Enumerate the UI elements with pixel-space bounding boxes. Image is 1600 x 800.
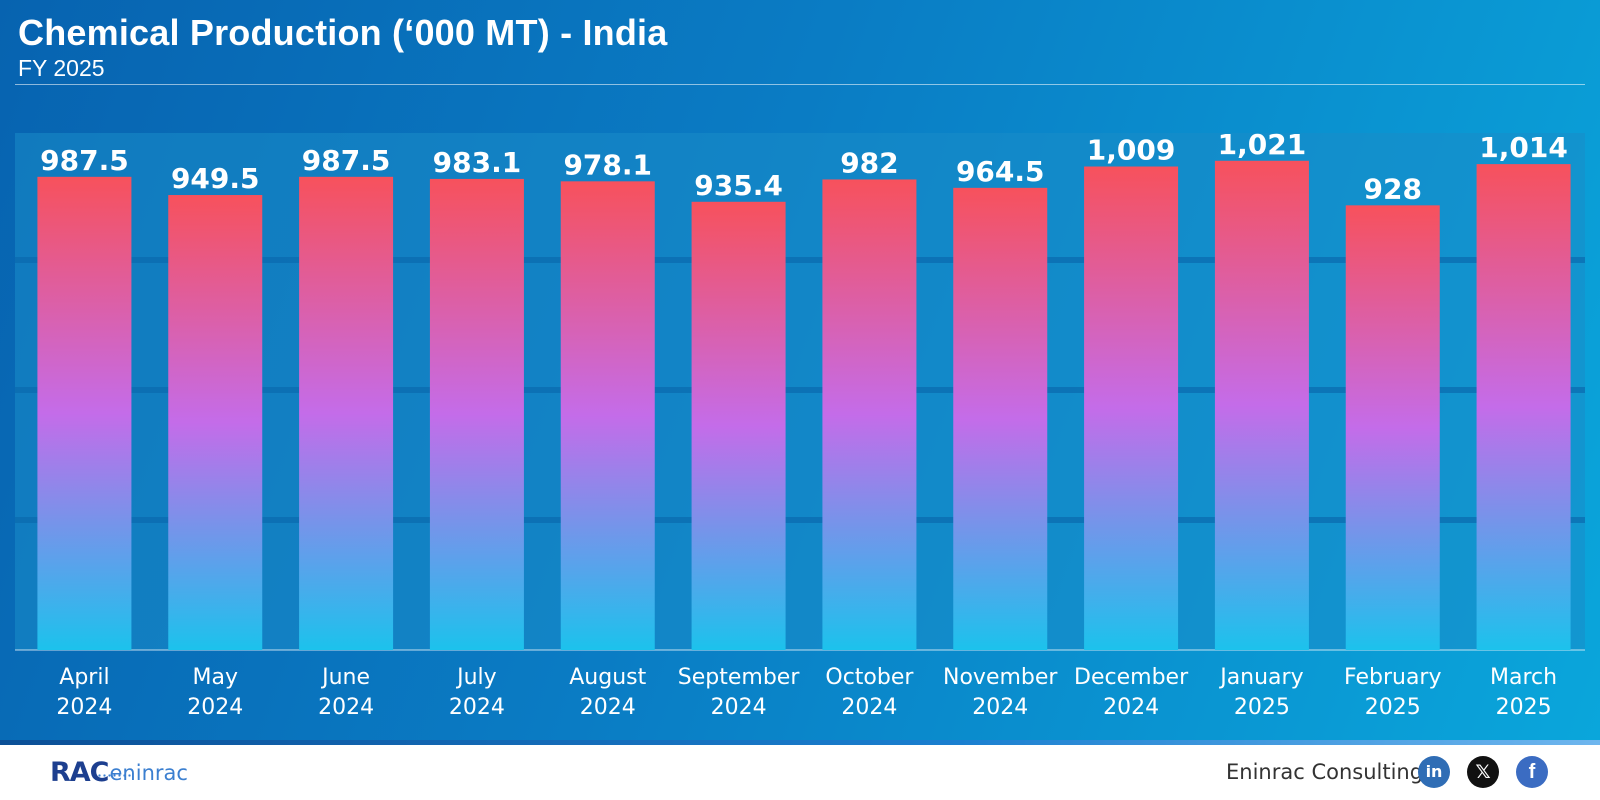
eninrac-logo[interactable]: RAC eninrac [50,755,188,789]
data-label: 983.1 [433,146,522,179]
data-label: 987.5 [40,144,129,177]
x-tick-label: November 2024 [943,665,1058,720]
bar [429,178,524,650]
x-tick-label: July 2024 [449,665,505,720]
logo-dots [97,774,131,777]
x-tick-label: October 2024 [825,665,914,720]
data-label: 987.5 [302,144,391,177]
x-tick-label: April 2024 [56,665,112,720]
bar [37,176,132,650]
data-label: 935.4 [694,169,783,202]
chart-title: Chemical Production (‘000 MT) - India [18,12,668,53]
x-tick-label: December 2024 [1074,665,1189,720]
data-labels: 987.5 949.5 987.5 983.1 978.1 935.4 982 964.5 1,… [40,128,1568,206]
x-icon[interactable]: 𝕏 [1467,756,1499,788]
data-label: 1,009 [1087,134,1176,167]
x-tick-label: May 2024 [187,665,243,720]
x-tick-labels: April 2024 May 2024 June 2024 July 2024 August 20… [56,665,1557,720]
data-label: 949.5 [171,162,260,195]
chart-subtitle: FY 2025 [18,55,105,81]
bar [1476,164,1571,650]
x-tick-label: June 2024 [318,665,374,720]
data-label: 1,021 [1218,128,1307,161]
x-tick-label: March 2025 [1490,665,1557,720]
title-divider [15,84,1585,85]
gridline-0 [15,257,1585,263]
x-tick-label: January 2025 [1218,665,1303,720]
gridline-1 [15,387,1585,393]
data-label: 978.1 [563,148,652,181]
footer-accent-strip [0,740,1600,745]
data-label: 1,014 [1479,131,1568,164]
x-tick-label: August 2024 [569,665,646,720]
company-name: Eninrac Consulting [1226,760,1424,784]
gridlines [15,257,1585,523]
data-label: 964.5 [956,155,1045,188]
logo-wordmark: eninrac [109,760,188,785]
bar [299,176,394,650]
gridline-2 [15,517,1585,523]
linkedin-icon[interactable]: in [1418,756,1450,788]
x-tick-label: September 2024 [678,665,801,720]
data-label: 928 [1364,172,1422,205]
footer: RAC eninrac Eninrac Consulting in 𝕏 f [0,745,1600,800]
bar [953,187,1048,650]
facebook-icon[interactable]: f [1516,756,1548,788]
logo-mark: RAC [50,756,110,788]
bar [1345,205,1440,651]
x-tick-label: February 2025 [1344,665,1442,720]
data-label: 982 [840,146,898,179]
bar [168,195,263,650]
bar [691,201,786,650]
bar [1084,166,1179,651]
bar [822,179,917,651]
bar [560,181,655,650]
bar [1214,160,1309,651]
bar-chart: 987.5 949.5 987.5 983.1 978.1 935.4 982 964.5 1,… [15,128,1585,720]
bars [37,160,1571,651]
